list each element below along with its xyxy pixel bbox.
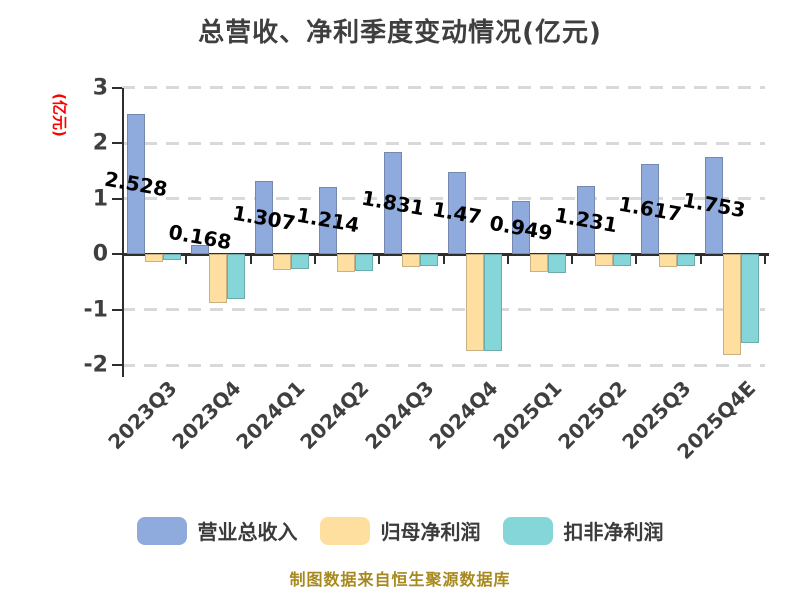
legend-swatch [136,516,187,545]
x-axis-tick [249,255,252,264]
y-tick-label: -1 [83,297,108,322]
y-tick-label: -2 [83,352,108,378]
bar [291,254,310,269]
y-axis-tick [112,364,122,366]
gridline [122,197,765,200]
x-axis-line [122,252,769,256]
legend-label: 扣非净利润 [563,520,664,544]
bar [723,254,742,355]
y-axis-line [122,87,124,377]
bar [383,152,402,254]
bar [530,254,549,272]
legend-label: 营业总收入 [197,520,298,544]
y-axis-tick [112,197,122,200]
bar [484,254,502,351]
bar [162,254,181,261]
bar [612,254,631,266]
bar [676,254,695,266]
x-axis-tick [378,255,381,264]
x-axis-tick [699,255,702,264]
gridline [122,308,765,311]
x-axis-tick [571,255,574,264]
bar [190,244,209,254]
legend-item: 营业总收入 [136,516,298,545]
gridline [122,141,765,145]
x-tick-label: 2025Q2 [553,376,632,455]
x-tick-label: 2023Q4 [167,376,246,455]
x-tick-label: 2024Q2 [295,376,375,455]
bar [576,185,595,254]
source-note: 制图数据来自恒生聚源数据库 [289,570,511,589]
bar [226,254,245,299]
bar [448,172,466,254]
x-axis-tick [506,255,509,264]
legend-label: 归母净利润 [380,520,481,544]
legend-swatch [319,516,370,545]
bar [705,156,724,254]
bar [640,164,659,254]
legend-item: 归母净利润 [319,516,481,545]
y-axis-tick [112,142,122,144]
x-axis-tick [442,255,445,264]
bar [355,254,374,272]
x-tick-label: 2024Q1 [231,376,310,455]
bar [319,186,338,254]
bar [273,254,292,271]
y-tick-label: 1 [92,186,108,211]
x-axis-tick [764,255,766,264]
bar [144,254,163,263]
bar [401,254,420,267]
x-axis-tick [313,255,316,264]
bar [512,201,531,254]
bar [419,254,438,266]
x-axis-tick [185,255,188,264]
bar-value-label: 0.949 [488,210,555,245]
y-tick-label: 0 [92,241,108,267]
chart-title: 总营收、净利季度变动情况(亿元) [198,18,602,48]
y-tick-label: 2 [92,130,108,156]
bar [126,113,145,254]
bar-value-label: 1.214 [295,202,362,238]
bar [208,254,227,303]
y-axis-tick [112,308,122,311]
legend-swatch [502,516,553,545]
bar-value-label: 1.831 [359,185,426,221]
y-axis-tick [112,253,122,255]
x-tick-label: 2024Q3 [360,376,439,455]
gridline [122,363,765,367]
bar-value-label: 1.47 [430,197,484,230]
bar [741,254,760,343]
bar [548,254,567,274]
x-tick-label: 2024Q4 [424,376,503,455]
bar [658,254,677,267]
bar-value-label: 0.168 [166,219,234,255]
x-axis-tick [635,255,638,264]
gridline [122,86,765,89]
bar-value-label: 2.528 [102,166,169,202]
legend-item: 扣非净利润 [502,516,664,545]
y-axis-tick [112,86,122,89]
bar-value-label: 1.231 [552,202,619,238]
bar-value-label: 1.307 [230,200,298,236]
bar [255,181,274,254]
bar [337,254,356,273]
bar [466,254,484,352]
bar [594,254,613,266]
x-tick-label: 2023Q3 [102,376,182,455]
legend: 营业总收入 归母净利润 扣非净利润 [0,516,800,545]
x-tick-label: 2025Q1 [488,376,567,455]
y-tick-label: 3 [92,75,108,100]
